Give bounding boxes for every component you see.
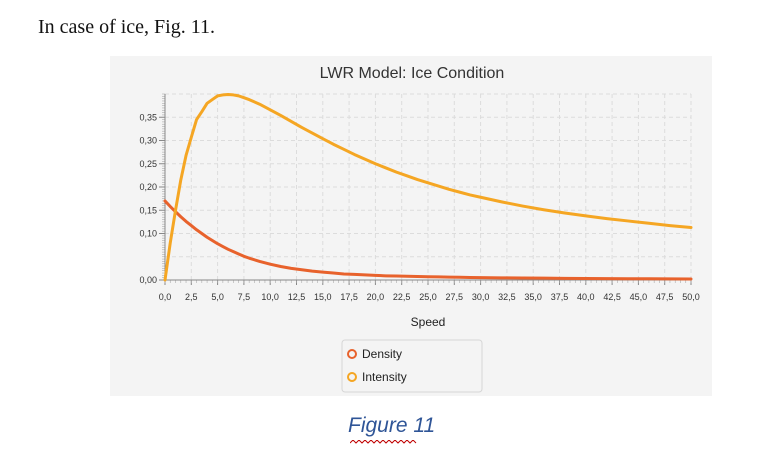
legend-label-density: Density — [362, 347, 402, 361]
figure-caption: Figure 11 — [348, 414, 436, 444]
legend-item-intensity[interactable]: Intensity — [347, 370, 407, 384]
x-tick-label: 2,5 — [185, 292, 198, 302]
y-tick-label: 0,20 — [139, 182, 157, 192]
x-tick-label: 37,5 — [551, 292, 569, 302]
legend-item-density[interactable]: Density — [347, 347, 402, 361]
x-tick-labels: 0,0 2,5 5,0 7,5 10,0 12,5 15,0 17,5 20,0 22,5 25,0… — [159, 292, 700, 302]
x-tick-label: 27,5 — [446, 292, 464, 302]
x-tick-label: 40,0 — [577, 292, 595, 302]
intensity-marker-icon — [347, 372, 357, 382]
series-line-intensity — [163, 92, 693, 282]
y-tick-label: 0,30 — [139, 136, 157, 146]
spellcheck-underline — [350, 440, 417, 444]
y-tick-labels: 0,00 0,10 0,15 0,20 0,25 0,30 0,35 — [139, 112, 157, 285]
x-tick-label: 47,5 — [656, 292, 674, 302]
x-tick-label: 50,0 — [682, 292, 700, 302]
legend[interactable]: Density Intensity — [341, 339, 483, 393]
legend-label-intensity: Intensity — [362, 370, 407, 384]
y-tick-label: 0,25 — [139, 159, 157, 169]
x-tick-label: 32,5 — [498, 292, 516, 302]
x-tick-label: 42,5 — [603, 292, 621, 302]
x-tick-label: 20,0 — [367, 292, 385, 302]
y-tick-label: 0,10 — [139, 229, 157, 239]
x-tick-label: 12,5 — [288, 292, 306, 302]
grid — [164, 93, 692, 281]
chart-title: LWR Model: Ice Condition — [320, 65, 505, 82]
x-tick-label: 10,0 — [261, 292, 279, 302]
x-tick-label: 15,0 — [314, 292, 332, 302]
x-tick-label: 45,0 — [630, 292, 648, 302]
x-tick-label: 35,0 — [524, 292, 542, 302]
chart-panel: LWR Model: Ice Condition 0,0 2,5 5,0 7,5 10,… — [110, 56, 712, 396]
x-tick-label: 30,0 — [472, 292, 490, 302]
y-tick-label: 0,15 — [139, 205, 157, 215]
y-tick-label: 0,35 — [139, 112, 157, 122]
line-chart: LWR Model: Ice Condition 0,0 2,5 5,0 7,5 10,… — [139, 65, 700, 393]
series-lines — [163, 92, 693, 282]
axes — [159, 93, 692, 285]
x-axis-label: Speed — [411, 315, 446, 329]
density-marker-icon — [347, 349, 357, 359]
caption-text: Figure 11 — [348, 414, 436, 437]
x-tick-label: 25,0 — [419, 292, 437, 302]
intro-text: In case of ice, Fig. 11. — [38, 16, 215, 38]
x-tick-label: 0,0 — [159, 292, 172, 302]
y-tick-label: 0,00 — [139, 275, 157, 285]
series-line-density — [163, 199, 693, 281]
x-tick-label: 17,5 — [340, 292, 358, 302]
x-tick-label: 7,5 — [238, 292, 251, 302]
x-tick-label: 22,5 — [393, 292, 411, 302]
x-tick-label: 5,0 — [211, 292, 224, 302]
